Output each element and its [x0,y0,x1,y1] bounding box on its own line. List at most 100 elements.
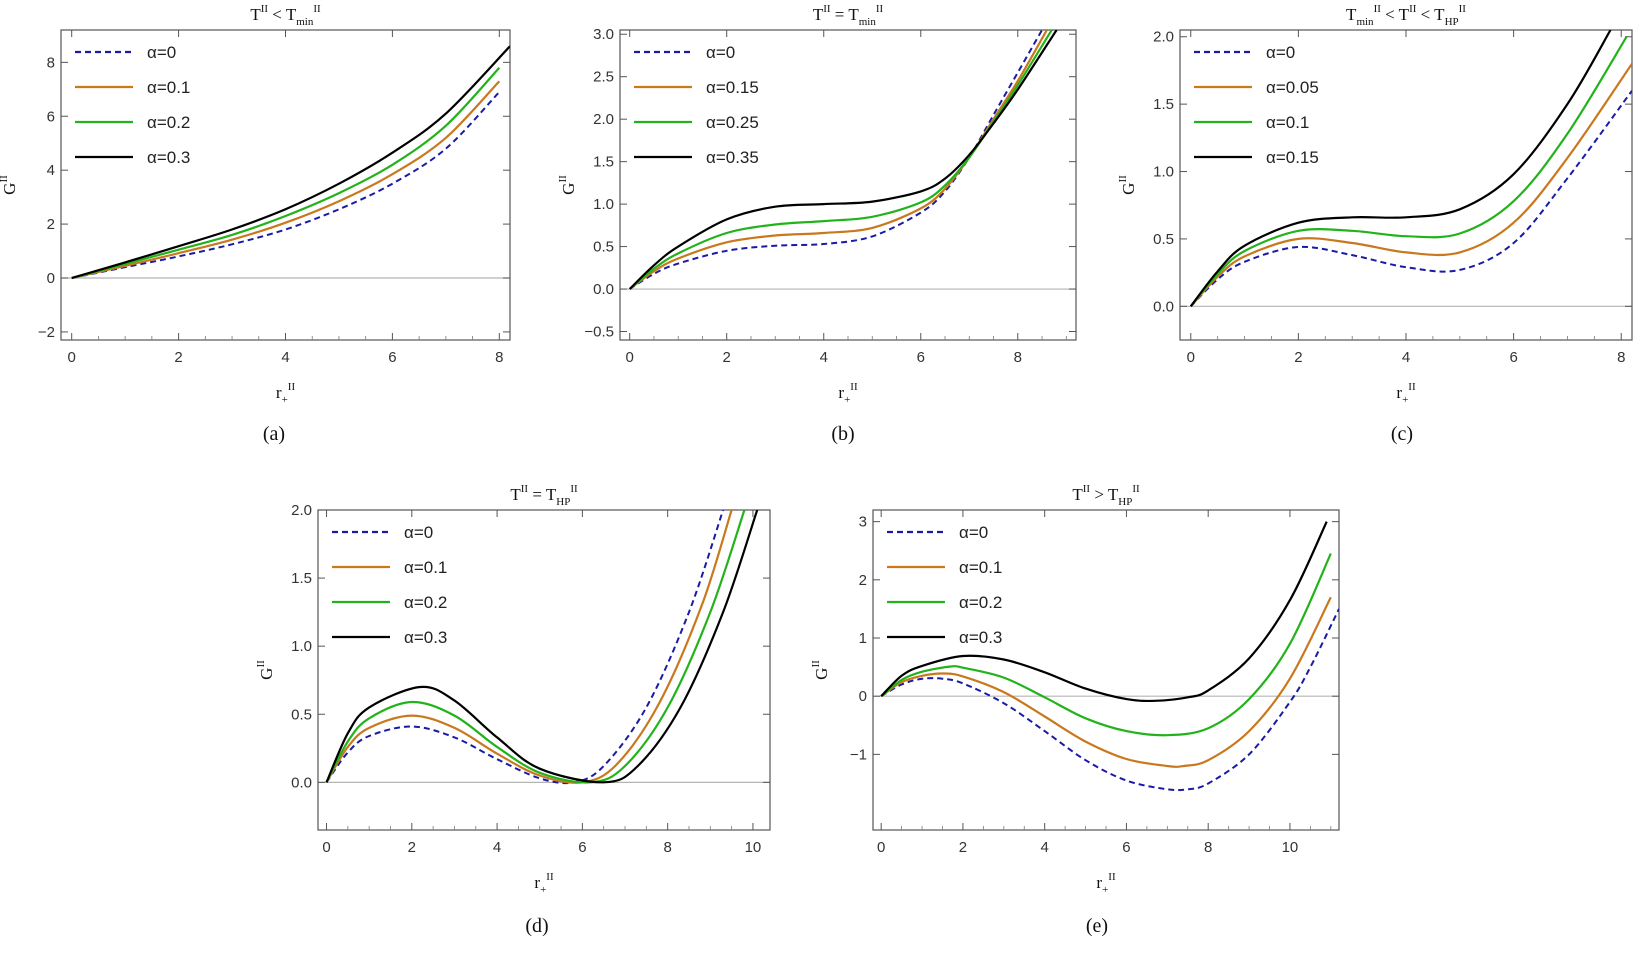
plot-frame [872,509,1340,831]
series-line-1 [325,510,733,784]
y-tick-label: 0.5 [593,239,614,256]
series-line-2 [325,510,746,784]
panel-caption: (a) [263,423,285,445]
series-group [71,45,510,280]
legend-label-3: α=0.3 [404,628,447,647]
series-line-1 [629,30,1048,290]
x-tick-label: 6 [1509,349,1517,366]
y-tick-label: 2 [859,572,867,589]
series-line-0 [629,30,1043,290]
x-tick-label: 6 [578,839,586,856]
series-line-3 [880,521,1328,703]
series-line-2 [71,66,501,280]
y-tick-label: 0.0 [291,774,312,791]
y-tick-label: 0.5 [1153,231,1174,248]
x-axis-label: r+II [838,381,858,406]
x-tick-label: 8 [1617,349,1625,366]
y-tick-label: 1.0 [1153,164,1174,181]
legend-label-1: α=0.1 [404,558,447,577]
chart-title: TII = THPII [510,483,578,508]
panel-caption: (e) [1086,915,1108,937]
y-tick-label: 2.0 [291,502,312,519]
x-axis-label: r+II [1096,871,1116,896]
x-axis-label: r+II [534,871,554,896]
y-tick-label: 1.5 [593,154,614,171]
legend-label-1: α=0.05 [1266,78,1319,97]
series-line-0 [71,91,501,279]
legend-label-0: α=0 [1266,43,1295,62]
chart-title: TII < TminII [250,3,321,28]
chart-panel-e: 0 2 4 6 8 10 −1 0 1 2 3 α=0 α=0.1 α=0.2 α=0.3 TII > THP… [810,483,1340,937]
y-tick-label: 2.0 [593,111,614,128]
legend-label-0: α=0 [959,523,988,542]
legend-label-0: α=0 [706,43,735,62]
x-tick-label: 2 [174,349,182,366]
legend-label-3: α=0.35 [706,148,759,167]
plot-frame [60,29,511,341]
series-line-1 [1189,63,1632,308]
y-tick-label: 1 [859,630,867,647]
x-tick-label: 4 [281,349,289,366]
y-tick-label: 2.0 [1153,29,1174,46]
y-tick-label: 2.5 [593,69,614,86]
series-group [880,521,1339,792]
y-tick-label: 1.5 [1153,96,1174,113]
y-axis-label: GII [557,175,578,195]
y-tick-label: 6 [47,108,55,125]
legend-label-3: α=0.3 [959,628,1002,647]
x-tick-label: 10 [745,839,762,856]
y-tick-label: −1 [850,746,867,763]
series-line-0 [880,608,1339,792]
y-tick-label: 0 [859,688,867,705]
chart-panel-b: 0 2 4 6 8 −0.5 0.0 0.5 1.0 1.5 2.0 2.5 3.0 α=0 α=0.15 α… [557,3,1077,445]
chart-panel-d: 0 2 4 6 8 10 0.0 0.5 1.0 1.5 2.0 α=0 α=0.1 α=0.2 α=0.3… [255,483,771,937]
legend-label-1: α=0.15 [706,78,759,97]
x-tick-label: 8 [495,349,503,366]
y-tick-label: 1.0 [593,196,614,213]
series-line-1 [71,80,501,280]
series-line-3 [325,510,759,784]
panel-caption: (c) [1391,423,1413,445]
series-group [325,510,759,785]
x-tick-label: 0 [877,839,885,856]
y-axis-label: GII [1117,175,1138,195]
series-line-3 [1189,30,1612,307]
series-line-2 [1189,36,1628,307]
y-tick-label: 0 [47,270,55,287]
y-tick-label: −2 [38,324,55,341]
y-tick-label: 0.5 [291,706,312,723]
x-tick-label: 0 [322,839,330,856]
chart-panel-a: 0 2 4 6 8 −2 0 2 4 6 8 α=0 α=0.1 α=0.2 α=0.3 TII < Tmin… [0,3,511,445]
chart-title: TII = TminII [813,3,884,28]
chart-title: TminII < TII < THPII [1346,3,1466,28]
x-tick-label: 4 [493,839,501,856]
panel-caption: (b) [831,423,854,445]
x-tick-label: 6 [917,349,925,366]
legend-label-0: α=0 [147,43,176,62]
chart-title: TII > THPII [1072,483,1140,508]
legend-label-2: α=0.25 [706,113,759,132]
y-tick-label: 4 [47,162,55,179]
legend-label-0: α=0 [404,523,433,542]
legend-label-2: α=0.2 [147,113,190,132]
legend-label-2: α=0.2 [404,593,447,612]
series-line-2 [880,553,1332,737]
x-tick-label: 6 [1122,839,1130,856]
chart-panel-c: 0 2 4 6 8 0.0 0.5 1.0 1.5 2.0 α=0 α=0.05 α=0.1 α=0.15… [1117,3,1633,445]
x-tick-label: 6 [388,349,396,366]
plot-frame [317,509,771,831]
series-line-0 [1190,90,1632,307]
y-tick-label: 2 [47,216,55,233]
x-tick-label: 2 [1294,349,1302,366]
series-group [628,30,1058,290]
legend-label-3: α=0.3 [147,148,190,167]
y-tick-label: 1.5 [291,570,312,587]
plot-frame [619,29,1077,341]
x-tick-label: 0 [626,349,634,366]
y-axis-label: GII [810,660,831,680]
x-tick-label: 8 [1014,349,1022,366]
y-tick-label: 0.0 [593,281,614,298]
y-tick-label: 8 [47,54,55,71]
y-tick-label: 1.0 [291,638,312,655]
